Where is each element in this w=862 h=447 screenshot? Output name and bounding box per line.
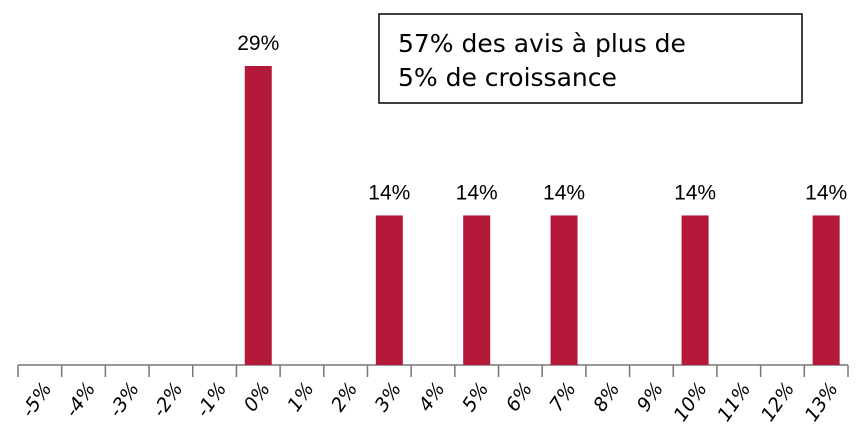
data-label: 14%	[674, 181, 716, 204]
x-tick-label: 10%	[669, 378, 711, 425]
data-label: 29%	[237, 32, 279, 55]
x-tick-label: -2%	[148, 378, 187, 421]
bar	[244, 66, 272, 365]
data-label: 14%	[805, 181, 847, 204]
x-tick-label: 13%	[801, 378, 843, 425]
data-label: 14%	[543, 181, 585, 204]
x-tick-label: 3%	[371, 378, 406, 415]
x-tick-label: 4%	[414, 378, 449, 415]
bar	[463, 215, 491, 365]
x-tick-label: -1%	[192, 378, 231, 421]
data-label: 14%	[456, 181, 498, 204]
bar	[812, 215, 840, 365]
x-tick-label: 11%	[713, 378, 755, 425]
annotation: 57% des avis à plus de	[398, 29, 686, 58]
x-tick-label: 0%	[240, 378, 275, 415]
x-tick-label: -4%	[61, 378, 100, 421]
bar	[375, 215, 403, 365]
data-label: 14%	[368, 181, 410, 204]
bar	[681, 215, 709, 365]
x-tick-label: 9%	[633, 378, 668, 415]
x-tick-label: 6%	[502, 378, 537, 415]
x-tick-label: 5%	[458, 378, 493, 415]
x-tick-label: 7%	[545, 378, 580, 415]
x-tick-label: 8%	[589, 378, 624, 415]
x-tick-label: -3%	[105, 378, 144, 421]
annotation-box	[378, 13, 803, 104]
x-tick-label: 12%	[757, 378, 799, 425]
x-tick-label: 2%	[327, 378, 362, 415]
bar	[550, 215, 578, 365]
x-tick-label: -5%	[17, 378, 56, 421]
annotation: 5% de croissance	[398, 63, 617, 92]
x-tick-label: 1%	[283, 378, 318, 415]
